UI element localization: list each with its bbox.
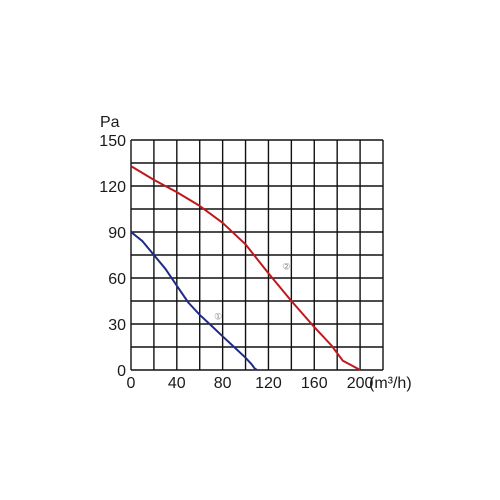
- y-tick-label: 60: [108, 271, 126, 288]
- y-axis-unit: Pa: [100, 114, 120, 131]
- series-line-2: [130, 165, 361, 371]
- y-tick-label: 30: [108, 317, 126, 334]
- y-axis-ticks: 150 120 90 60 30 0: [99, 133, 126, 380]
- y-tick-label: 90: [108, 225, 126, 242]
- x-tick-label: 0: [127, 375, 136, 392]
- x-tick-label: 40: [168, 375, 186, 392]
- x-tick-label: 160: [301, 375, 328, 392]
- y-tick-label: 150: [99, 133, 126, 150]
- y-tick-label: 0: [117, 363, 126, 380]
- series-marker-label: ①: [214, 313, 222, 323]
- x-tick-label: 80: [214, 375, 232, 392]
- x-axis-ticks: 0 40 80 120 160 200: [127, 375, 374, 392]
- x-tick-label: 200: [347, 375, 374, 392]
- series-marker-label: ②: [282, 262, 290, 272]
- grid: [130, 139, 384, 371]
- curves: ①②: [130, 165, 361, 371]
- y-tick-label: 120: [99, 179, 126, 196]
- x-axis-unit: (m³/h): [369, 375, 412, 392]
- x-tick-label: 120: [255, 375, 282, 392]
- series-line-1: [130, 231, 258, 371]
